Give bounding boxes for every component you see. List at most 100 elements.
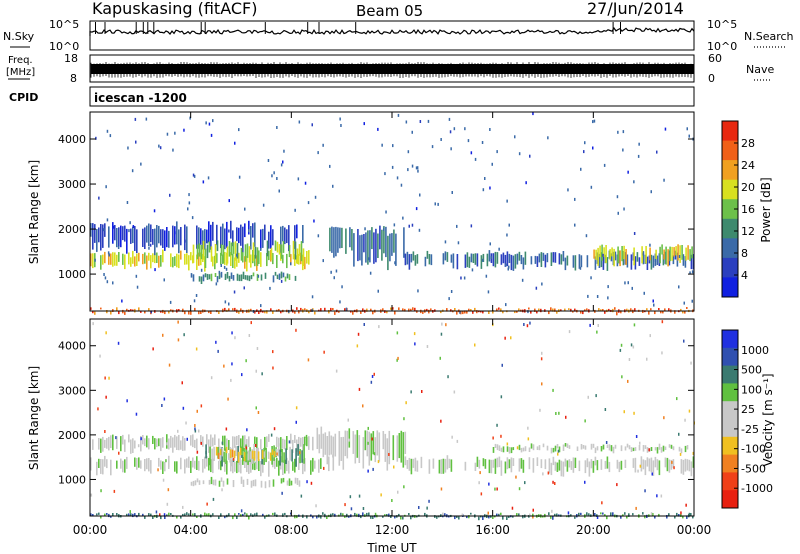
scatter-point bbox=[691, 299, 693, 303]
scatter-point bbox=[105, 331, 107, 335]
scatter-point bbox=[504, 336, 506, 340]
data-cell-1-6 bbox=[566, 460, 569, 472]
data-cell-1-6 bbox=[512, 458, 515, 466]
colorbar-tick-label: -100 bbox=[741, 443, 766, 456]
data-cell-1-4 bbox=[275, 448, 278, 457]
scatter-point bbox=[656, 494, 658, 498]
data-cell-0-7 bbox=[564, 308, 566, 312]
scatter-point bbox=[500, 434, 502, 438]
data-cell-0-0 bbox=[268, 250, 270, 261]
data-cell-0-0 bbox=[276, 255, 278, 268]
data-cell-0-5 bbox=[594, 256, 597, 270]
data-cell-1-1 bbox=[238, 435, 240, 448]
data-cell-0-7 bbox=[398, 307, 400, 310]
data-cell-1-8 bbox=[250, 513, 252, 516]
data-cell-1-3 bbox=[295, 448, 297, 467]
data-cell-1-1 bbox=[98, 438, 100, 450]
colorbar-swatch bbox=[722, 277, 738, 298]
data-cell-0-1 bbox=[206, 229, 208, 244]
data-cell-1-7 bbox=[552, 447, 555, 453]
data-cell-0-3 bbox=[282, 241, 285, 253]
scatter-point bbox=[394, 261, 396, 265]
scatter-point bbox=[451, 435, 453, 439]
scatter-point bbox=[418, 228, 421, 232]
scatter-point bbox=[449, 130, 452, 134]
data-cell-1-6 bbox=[562, 461, 565, 477]
beam-title: Beam 05 bbox=[356, 2, 423, 20]
data-cell-1-2 bbox=[242, 479, 245, 487]
scatter-point bbox=[311, 123, 313, 127]
data-cell-1-3 bbox=[283, 452, 285, 463]
data-cell-1-8 bbox=[692, 516, 694, 519]
data-cell-0-4 bbox=[361, 234, 363, 266]
scatter-point bbox=[478, 481, 480, 485]
data-cell-1-7 bbox=[568, 445, 571, 449]
data-cell-1-2 bbox=[282, 477, 285, 483]
scatter-point bbox=[633, 323, 636, 327]
scatter-point bbox=[159, 513, 161, 517]
data-cell-1-8 bbox=[176, 516, 178, 519]
scatter-point bbox=[407, 150, 410, 154]
data-cell-1-2 bbox=[212, 479, 215, 486]
scatter-point bbox=[529, 154, 531, 158]
data-cell-0-5 bbox=[428, 254, 431, 265]
data-cell-1-3 bbox=[241, 446, 243, 458]
data-cell-0-3 bbox=[244, 244, 247, 262]
data-cell-0-2 bbox=[214, 273, 217, 277]
data-cell-1-8 bbox=[682, 515, 684, 519]
data-cell-1-2 bbox=[218, 480, 221, 487]
data-cell-1-6 bbox=[648, 458, 651, 472]
data-cell-1-6 bbox=[564, 458, 567, 467]
scatter-point bbox=[162, 333, 164, 337]
data-cell-1-8 bbox=[246, 513, 248, 517]
data-cell-1-8 bbox=[632, 513, 634, 516]
data-cell-0-7 bbox=[660, 311, 662, 314]
data-cell-1-8 bbox=[206, 513, 208, 517]
data-cell-1-8 bbox=[100, 515, 102, 519]
data-cell-0-7 bbox=[242, 309, 244, 314]
data-cell-0-7 bbox=[118, 310, 120, 315]
data-cell-1-0 bbox=[268, 461, 270, 477]
data-cell-1-8 bbox=[498, 513, 500, 516]
data-cell-1-1 bbox=[218, 438, 220, 453]
data-cell-0-5 bbox=[502, 252, 505, 264]
data-cell-0-5 bbox=[682, 254, 685, 266]
data-cell-1-4 bbox=[255, 448, 258, 459]
data-cell-0-7 bbox=[164, 311, 166, 315]
data-cell-1-0 bbox=[294, 458, 296, 473]
data-cell-0-0 bbox=[148, 252, 150, 261]
scatter-point bbox=[595, 394, 597, 398]
data-cell-1-3 bbox=[297, 444, 299, 456]
data-cell-1-8 bbox=[382, 515, 384, 518]
scatter-point bbox=[678, 285, 680, 289]
scatter-point bbox=[532, 515, 534, 519]
data-cell-1-0 bbox=[164, 461, 166, 472]
scatter-point bbox=[330, 270, 332, 274]
data-cell-0-7 bbox=[450, 309, 452, 312]
data-cell-0-6 bbox=[681, 245, 683, 260]
data-cell-1-8 bbox=[622, 514, 624, 517]
data-cell-0-1 bbox=[152, 229, 154, 245]
data-cell-1-5 bbox=[388, 430, 391, 465]
data-cell-1-1 bbox=[300, 437, 302, 447]
scatter-point bbox=[185, 421, 187, 425]
scatter-point bbox=[498, 247, 500, 251]
data-cell-1-1 bbox=[108, 436, 110, 451]
data-cell-1-4 bbox=[225, 446, 228, 454]
data-cell-0-1 bbox=[284, 227, 286, 245]
data-cell-1-7 bbox=[646, 447, 649, 453]
data-cell-0-0 bbox=[114, 252, 116, 266]
data-cell-1-2 bbox=[194, 480, 197, 486]
scatter-point bbox=[654, 259, 657, 262]
data-cell-0-1 bbox=[196, 225, 198, 249]
data-cell-0-7 bbox=[234, 307, 236, 312]
data-cell-0-1 bbox=[148, 223, 150, 247]
scatter-point bbox=[172, 148, 174, 152]
data-cell-1-8 bbox=[320, 515, 322, 519]
data-cell-1-7 bbox=[582, 445, 585, 449]
scatter-point bbox=[527, 426, 529, 430]
data-cell-1-2 bbox=[226, 478, 229, 485]
data-cell-0-7 bbox=[170, 309, 172, 312]
data-cell-0-2 bbox=[224, 273, 227, 280]
